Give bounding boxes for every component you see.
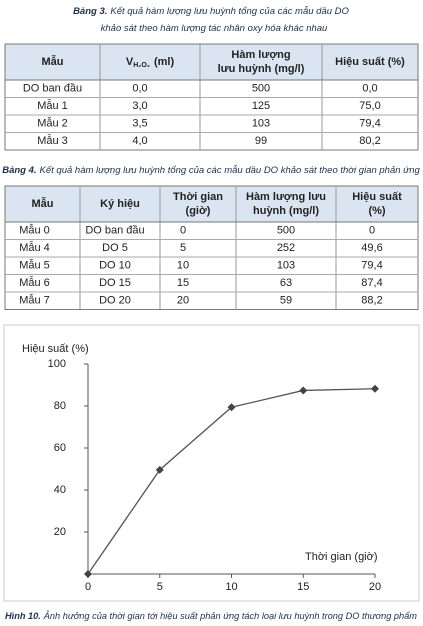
table-cell: 0,0 [362, 83, 377, 95]
table-cell: 500 [252, 83, 270, 95]
header-cell: Hiệu suất (%) [335, 56, 405, 68]
table-cell: 4,0 [132, 135, 147, 147]
table-cell: 3,5 [132, 118, 147, 130]
table-cell: 0 [369, 225, 375, 237]
table-cell: 15 [177, 277, 189, 289]
data-point [371, 384, 379, 393]
header-cell: huỳnh (mg/l) [253, 205, 319, 217]
caption-text: khảo sát theo hàm lượng tác nhân oxy hóa… [101, 23, 328, 34]
header-cell: VH₂O₂ (ml) [126, 56, 175, 69]
data-point [227, 403, 236, 412]
caption-text: Kết quả hàm lượng lưu huỳnh tổng của các… [40, 165, 421, 176]
header-main: V [126, 56, 134, 68]
table-cell: DO ban đầu [23, 83, 82, 95]
table-cell: 10 [177, 260, 189, 272]
y-tick-label: 60 [54, 442, 66, 454]
header-background [5, 186, 418, 222]
table-cell: 0 [180, 225, 186, 237]
table-cell: 500 [277, 225, 295, 237]
table-cell: 99 [255, 135, 267, 147]
table-cell: Mẫu 2 [37, 117, 68, 130]
header-cell: Hàm lượng lưu [246, 191, 326, 203]
x-tick-label: 20 [369, 581, 381, 593]
y-tick-label: 20 [54, 526, 66, 538]
table-cell: 3,0 [132, 100, 147, 112]
caption-label: Bảng 4. [2, 165, 36, 176]
header-sub: H₂O₂ [133, 62, 150, 69]
data-point [84, 570, 92, 578]
table-border [4, 185, 419, 310]
table-cell: DO ban đầu [85, 225, 144, 237]
header-cell: Thời gian [173, 191, 223, 203]
table-cell: Mẫu 7 [19, 294, 50, 307]
table-cell: Mẫu 1 [37, 99, 68, 112]
header-background [5, 44, 418, 80]
table-cell: Mẫu 0 [19, 224, 50, 237]
data-point [299, 386, 308, 395]
table-cell: 75,0 [359, 100, 380, 112]
header-cell: lưu huỳnh (mg/l) [218, 63, 305, 75]
table-cell: DO 5 [102, 242, 128, 254]
data-line [87, 388, 376, 575]
table-cell: Mẫu 5 [19, 259, 50, 272]
table-cell: DO 20 [99, 295, 131, 307]
table-caption: khảo sát theo hàm lượng tác nhân oxy hóa… [101, 23, 328, 34]
table-cell: Mẫu 3 [37, 134, 68, 147]
header-cell: Hiệu suất [352, 191, 402, 203]
table-cell: 103 [277, 260, 295, 272]
caption-text: Kết quả hàm lượng lưu huỳnh tổng của các… [110, 6, 349, 17]
table-cell: 79,4 [361, 260, 382, 272]
table-caption: Bảng 4. Kết quả hàm lượng lưu huỳnh tổng … [2, 165, 420, 176]
table-cell: 79,4 [359, 118, 380, 130]
figure-caption-text: Ảnh hưởng của thời gian tới hiệu suất ph… [43, 610, 417, 622]
x-axis-label: Thời gian (giờ) [305, 551, 378, 563]
table-cell: 63 [280, 277, 292, 289]
table-caption: Bảng 3. Kết quả hàm lượng lưu huỳnh tổng … [73, 6, 349, 17]
x-tick-label: 15 [297, 581, 309, 593]
table-cell: Mẫu 6 [19, 276, 50, 289]
table-cell: 5 [180, 242, 186, 254]
table-cell: 20 [177, 295, 189, 307]
x-tick-label: 5 [157, 581, 163, 593]
header-cell: (giờ) [186, 205, 211, 217]
header-cell: (%) [368, 205, 385, 217]
table-cell: 80,2 [359, 135, 380, 147]
y-axis-label: Hiệu suất (%) [22, 343, 89, 355]
data-point [155, 465, 164, 474]
table-cell: 252 [277, 242, 295, 254]
table-cell: Mẫu 4 [19, 241, 50, 254]
y-tick-label: 100 [48, 358, 66, 370]
table-cell: 87,4 [361, 277, 382, 289]
table-cell: 125 [252, 100, 270, 112]
figure-caption-label: Hình 10. [5, 611, 41, 622]
header-unit: (ml) [154, 56, 175, 68]
figure-caption: Hình 10. Ảnh hưởng của thời gian tới hiệu… [5, 610, 417, 622]
table-cell: 103 [252, 118, 270, 130]
header-cell: Mẫu [32, 197, 54, 210]
table-cell: 49,6 [361, 242, 382, 254]
y-tick-label: 80 [54, 400, 66, 412]
x-tick-label: 0 [85, 581, 91, 593]
table-cell: 0,0 [132, 83, 147, 95]
table-cell: DO 15 [99, 277, 131, 289]
table-cell: DO 10 [99, 260, 131, 272]
header-cell: Hàm lượng [231, 49, 290, 61]
y-tick-label: 40 [54, 484, 66, 496]
table-cell: 59 [280, 295, 292, 307]
x-tick-label: 10 [225, 581, 237, 593]
header-cell: Ký hiệu [100, 198, 140, 210]
header-cell: Mẫu [42, 55, 64, 68]
table-cell: 88,2 [361, 295, 382, 307]
caption-label: Bảng 3. [73, 6, 107, 17]
figure-frame [3, 324, 420, 602]
